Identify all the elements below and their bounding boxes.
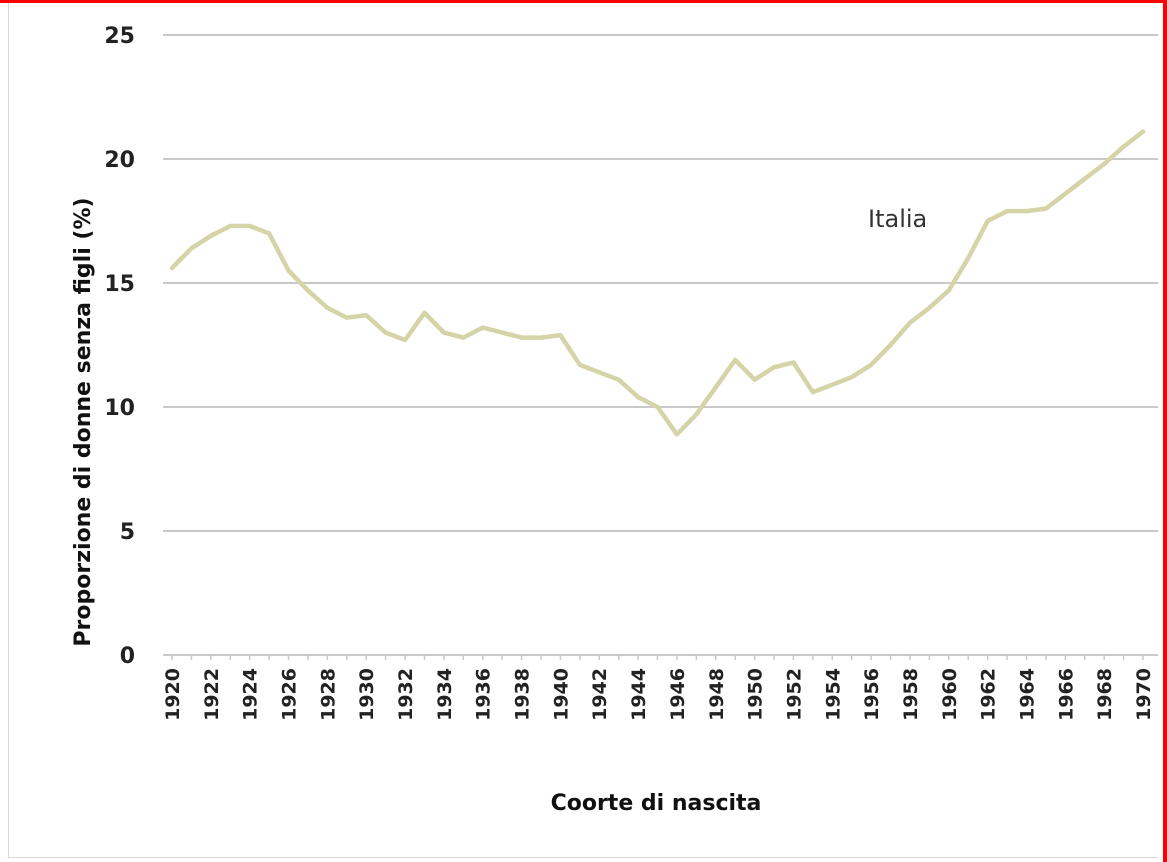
x-tick-1950: 1950 <box>745 668 767 721</box>
x-axis-line <box>163 654 1158 660</box>
x-tick-1930: 1930 <box>356 668 378 721</box>
x-tick-1938: 1938 <box>512 668 534 721</box>
x-tick-1944: 1944 <box>628 668 650 721</box>
left-frame-rule <box>8 3 9 858</box>
x-tick-1940: 1940 <box>550 668 572 721</box>
series-group <box>169 129 1146 437</box>
x-tick-1964: 1964 <box>1016 668 1038 721</box>
x-axis-title: Coorte di nascita <box>551 791 762 816</box>
right-border-accent <box>1163 0 1167 862</box>
y-tick-15: 15 <box>104 272 135 297</box>
y-tick-10: 10 <box>104 396 135 421</box>
x-tick-1926: 1926 <box>279 668 301 721</box>
y-axis-title: Proporzione di donne senza figli (%) <box>71 197 96 646</box>
y-tick-20: 20 <box>104 148 135 173</box>
x-tick-1962: 1962 <box>978 668 1000 721</box>
y-tick-0: 0 <box>120 644 135 669</box>
x-tick-1928: 1928 <box>317 668 339 721</box>
x-tick-1958: 1958 <box>900 668 922 721</box>
x-tick-1952: 1952 <box>783 668 805 721</box>
x-tick-1970: 1970 <box>1133 668 1155 721</box>
gridlines <box>163 34 1158 532</box>
x-tick-1932: 1932 <box>395 668 417 721</box>
x-tick-1934: 1934 <box>434 668 456 721</box>
y-tick-labels: 0 5 10 15 20 25 <box>104 24 135 669</box>
x-tick-labels: 1920 1922 1924 1926 1928 1930 1932 1934 1936 1938… <box>162 668 1155 721</box>
x-tick-1946: 1946 <box>667 668 689 721</box>
x-tick-1954: 1954 <box>822 668 844 721</box>
x-tick-1968: 1968 <box>1094 668 1116 721</box>
x-tick-1948: 1948 <box>706 668 728 721</box>
top-border-accent <box>0 0 1167 3</box>
series-line-italia <box>169 129 1146 437</box>
x-tick-1920: 1920 <box>162 668 184 721</box>
x-tick-1956: 1956 <box>861 668 883 721</box>
x-tick-1960: 1960 <box>939 668 961 721</box>
y-tick-5: 5 <box>120 520 135 545</box>
x-tick-1922: 1922 <box>201 668 223 721</box>
x-tick-1936: 1936 <box>473 668 495 721</box>
series-label-italia: Italia <box>868 205 927 233</box>
x-tick-1942: 1942 <box>589 668 611 721</box>
x-tick-1924: 1924 <box>240 668 262 721</box>
bottom-frame-rule <box>8 857 1158 858</box>
x-tick-1966: 1966 <box>1055 668 1077 721</box>
y-tick-25: 25 <box>104 24 135 49</box>
